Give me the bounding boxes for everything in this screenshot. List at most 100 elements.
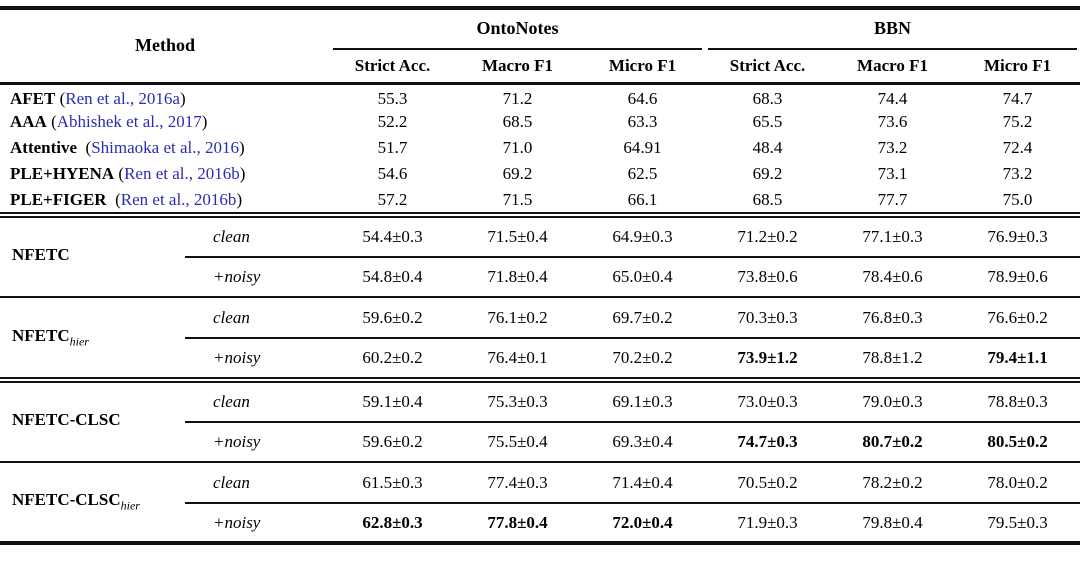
cell-value: 78.8±1.2 bbox=[862, 348, 923, 367]
table-header-row-groups: Method OntoNotes BBN bbox=[0, 8, 1080, 85]
cell-value: 75.0 bbox=[1002, 189, 1033, 209]
cell-value: 69.3±0.4 bbox=[612, 432, 673, 451]
cell-value: 55.3 bbox=[377, 88, 408, 108]
table-header-row-metrics: Strict Acc. Macro F1 Micro F1 Strict Acc… bbox=[0, 50, 1080, 85]
method-name-cell: NFETChier bbox=[0, 298, 185, 378]
paren-close: ) bbox=[238, 138, 245, 157]
group-header-bbn: BBN bbox=[705, 8, 1080, 50]
col-header-bbn-micro-f1: Micro F1 bbox=[955, 50, 1080, 85]
table-row: NFETC-CLSC clean 59.1±0.4 75.3±0.3 69.1±… bbox=[0, 382, 1080, 429]
method-name-cell: AFET (Ren et al., 2016a) bbox=[0, 83, 330, 109]
cell-value: 54.6 bbox=[377, 164, 408, 183]
table-row: NFETChier clean 59.6±0.2 76.1±0.2 69.7±0… bbox=[0, 298, 1080, 348]
cell-value: 64.91 bbox=[623, 138, 662, 157]
table-row: AFET (Ren et al., 2016a) 55.3 71.2 64.6 … bbox=[0, 83, 1080, 109]
cell-value: 77.8±0.4 bbox=[487, 512, 548, 532]
paren-close: ) bbox=[239, 164, 246, 183]
table-row: PLE+FIGER (Ren et al., 2016b) 57.2 71.5 … bbox=[0, 187, 1080, 213]
cell-value: 69.1±0.3 bbox=[580, 382, 706, 423]
cell-value: 76.6±0.2 bbox=[955, 298, 1080, 339]
variant-label: clean bbox=[185, 217, 330, 258]
method-name-cell: Attentive (Shimaoka et al., 2016) bbox=[0, 135, 330, 161]
cell-value: 63.3 bbox=[627, 112, 658, 131]
cell-value: 75.3±0.3 bbox=[455, 382, 580, 423]
cell-value: 80.7±0.2 bbox=[862, 432, 923, 451]
cell-value: 75.5±0.4 bbox=[487, 432, 548, 451]
method-name: AAA bbox=[10, 112, 47, 131]
method-name: PLE+HYENA bbox=[10, 164, 115, 183]
cell-value: 48.4 bbox=[752, 138, 783, 157]
method-subscript: hier bbox=[69, 334, 89, 349]
citation-link[interactable]: Ren et al., 2016b bbox=[120, 189, 237, 209]
cell-value: 76.8±0.3 bbox=[830, 298, 956, 339]
paren-open: ( bbox=[85, 138, 92, 157]
method-name-cell: NFETC-CLSC bbox=[0, 382, 185, 462]
method-name: NFETC-CLSC bbox=[12, 490, 121, 510]
method-name: NFETC bbox=[12, 325, 70, 345]
citation-link[interactable]: Abhishek et al., 2017 bbox=[56, 112, 202, 131]
paren-close: ) bbox=[201, 112, 208, 131]
double-rule-separator bbox=[0, 212, 1080, 218]
cell-value: 64.6 bbox=[627, 88, 658, 108]
cell-value: 70.2±0.2 bbox=[612, 348, 673, 367]
paren-open: ( bbox=[59, 88, 66, 108]
col-header-bbn-strict-acc: Strict Acc. bbox=[705, 50, 831, 85]
cell-value: 73.9±1.2 bbox=[737, 348, 798, 367]
variant-label: +noisy bbox=[213, 432, 261, 451]
cell-value: 61.5±0.3 bbox=[330, 463, 455, 504]
cell-value: 59.6±0.2 bbox=[362, 432, 423, 451]
paren-open: ( bbox=[115, 189, 121, 209]
cell-value: 71.0 bbox=[502, 138, 533, 157]
cell-value: 78.8±0.3 bbox=[955, 382, 1080, 423]
cell-value: 54.4±0.3 bbox=[330, 217, 455, 258]
col-header-on-macro-f1: Macro F1 bbox=[455, 50, 580, 85]
cell-value: 78.4±0.6 bbox=[862, 267, 923, 286]
cell-value: 77.4±0.3 bbox=[455, 463, 580, 504]
group-header-bbn-label: BBN bbox=[708, 10, 1078, 50]
method-name: NFETC bbox=[12, 245, 70, 265]
variant-label: +noisy bbox=[213, 512, 261, 532]
table-row: +noisy 60.2±0.2 76.4±0.1 70.2±0.2 73.9±1… bbox=[0, 338, 1080, 378]
cell-value: 73.6 bbox=[877, 112, 908, 131]
cell-value: 78.2±0.2 bbox=[830, 463, 956, 504]
paren-open: ( bbox=[51, 112, 57, 131]
cell-value: 73.8±0.6 bbox=[737, 267, 798, 286]
col-header-on-strict-acc: Strict Acc. bbox=[330, 50, 455, 85]
cell-value: 76.4±0.1 bbox=[487, 348, 548, 367]
cell-value: 62.8±0.3 bbox=[362, 512, 423, 532]
results-table: Method OntoNotes BBN Strict Acc. Macro F… bbox=[0, 6, 1080, 545]
cell-value: 54.8±0.4 bbox=[362, 267, 423, 286]
citation-link[interactable]: Ren et al., 2016a bbox=[65, 88, 180, 108]
cell-value: 79.4±1.1 bbox=[987, 348, 1048, 367]
citation-link[interactable]: Ren et al., 2016b bbox=[124, 164, 240, 183]
paren-open: ( bbox=[118, 164, 125, 183]
cell-value: 64.9±0.3 bbox=[580, 217, 706, 258]
cell-value: 59.1±0.4 bbox=[330, 382, 455, 423]
cell-value: 73.2 bbox=[1002, 164, 1033, 183]
cell-value: 59.6±0.2 bbox=[330, 298, 455, 339]
paren-close: ) bbox=[179, 88, 186, 108]
cell-value: 75.2 bbox=[1002, 112, 1033, 131]
method-name-cell: NFETC-CLSChier bbox=[0, 463, 185, 543]
cell-value: 57.2 bbox=[377, 189, 408, 209]
cell-value: 76.9±0.3 bbox=[955, 217, 1080, 258]
cell-value: 74.7 bbox=[1002, 88, 1033, 108]
cell-value: 79.5±0.3 bbox=[987, 512, 1048, 532]
variant-label: clean bbox=[185, 298, 330, 339]
cell-value: 71.2±0.2 bbox=[705, 217, 831, 258]
table-row: PLE+HYENA (Ren et al., 2016b) 54.6 69.2 … bbox=[0, 161, 1080, 187]
col-header-bbn-macro-f1: Macro F1 bbox=[830, 50, 956, 85]
cell-value: 65.5 bbox=[752, 112, 783, 131]
cell-value: 78.0±0.2 bbox=[955, 463, 1080, 504]
cell-value: 71.2 bbox=[502, 88, 533, 108]
cell-value: 71.9±0.3 bbox=[737, 512, 798, 532]
cell-value: 68.5 bbox=[502, 112, 533, 131]
citation-link[interactable]: Shimaoka et al., 2016 bbox=[91, 138, 239, 157]
cell-value: 69.2 bbox=[752, 164, 783, 183]
variant-label: +noisy bbox=[213, 348, 261, 367]
cell-value: 62.5 bbox=[627, 164, 658, 183]
variant-label: clean bbox=[185, 463, 330, 504]
col-header-on-micro-f1: Micro F1 bbox=[580, 50, 706, 85]
method-name-cell: NFETC bbox=[0, 217, 185, 297]
cell-value: 73.0±0.3 bbox=[705, 382, 831, 423]
